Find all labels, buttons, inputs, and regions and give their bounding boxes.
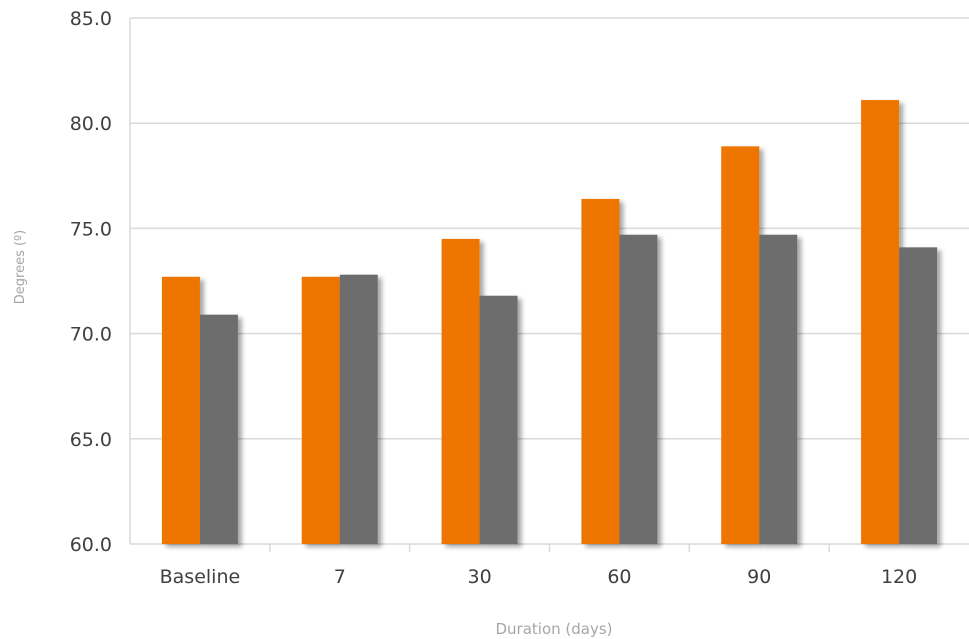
bar-series-1 (161, 276, 200, 544)
bar-series-1 (861, 100, 900, 544)
x-axis-label: Duration (days) (495, 620, 612, 638)
y-tick-label: 60.0 (70, 534, 112, 556)
x-tick-label: 30 (467, 566, 491, 588)
tick-labels: 60.0 65.0 70.0 75.0 80.0 85.0 Baseline 7 30 60 90 1… (70, 8, 918, 588)
bar-series-2 (339, 274, 378, 544)
bar-series-2 (479, 295, 518, 544)
x-tick-label: 90 (747, 566, 771, 588)
y-tick-label: 65.0 (70, 429, 112, 451)
y-tick-label: 80.0 (70, 113, 112, 135)
y-tick-label: 85.0 (70, 8, 112, 30)
bar-series-1 (581, 198, 620, 544)
bar-series-1 (301, 276, 340, 544)
bars (161, 100, 938, 545)
x-tick-label: 7 (334, 566, 346, 588)
y-tick-label: 70.0 (70, 324, 112, 346)
x-tick-label: Baseline (160, 566, 241, 588)
x-tick-label: 60 (607, 566, 631, 588)
y-axis-label: Degrees (º) (13, 230, 28, 305)
bar-series-1 (721, 146, 760, 544)
y-tick-label: 75.0 (70, 218, 112, 240)
x-tick-label: 120 (881, 566, 917, 588)
bar-series-1 (441, 238, 480, 545)
axes (129, 18, 969, 552)
bar-series-2 (199, 314, 238, 544)
bar-series-2 (899, 247, 938, 544)
gridlines (130, 17, 969, 440)
bar-series-2 (759, 234, 798, 544)
bar-series-2 (619, 234, 658, 544)
